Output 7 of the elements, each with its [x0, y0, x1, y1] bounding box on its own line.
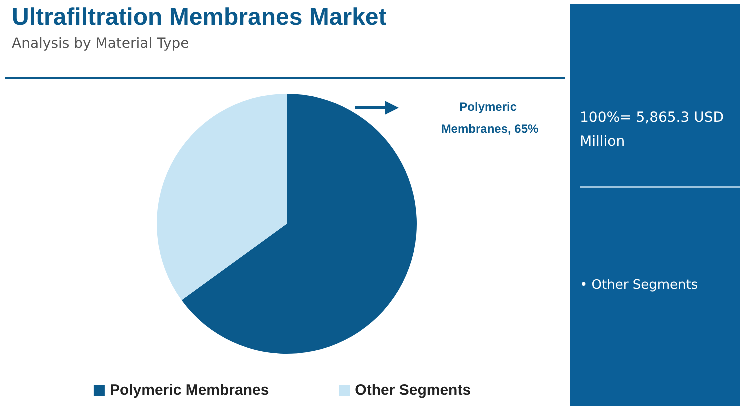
legend-label: Other Segments — [355, 382, 472, 399]
text: • Other Segments — [580, 278, 698, 293]
chart-subtitle: Analysis by Material Type — [12, 36, 190, 52]
text: 100%= 5,865.3 USD Million — [580, 109, 726, 152]
data-label: Polymeric Membranes, 65% — [441, 100, 540, 136]
legend-label: Polymeric Membranes — [110, 382, 270, 399]
chart-title: Ultrafiltration Membranes Market — [12, 4, 387, 32]
